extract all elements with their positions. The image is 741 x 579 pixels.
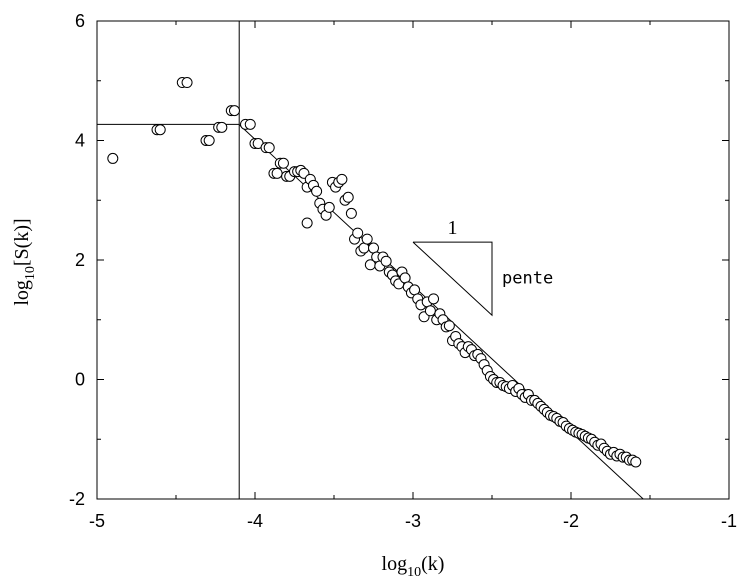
data-point	[342, 191, 354, 203]
data-point	[443, 320, 455, 332]
data-point	[630, 456, 642, 468]
data-point	[203, 135, 215, 146]
data-point	[301, 217, 313, 229]
data-point	[352, 227, 364, 239]
y-tick-label: 2	[75, 250, 85, 270]
slope-triangle: 1 pente	[412, 217, 553, 317]
data-point	[154, 124, 166, 136]
data-point	[277, 157, 289, 169]
data-point	[311, 185, 323, 197]
data-point	[345, 207, 357, 219]
x-tick-label: -5	[89, 511, 105, 531]
data-points	[107, 77, 642, 468]
data-point	[424, 305, 436, 317]
y-tick-label: -2	[69, 489, 85, 509]
y-axis-label: log10[S(k)]	[11, 218, 38, 305]
data-point	[361, 233, 373, 245]
y-tick-label: 4	[75, 131, 85, 151]
data-point	[336, 173, 348, 185]
axis-ticks	[96, 20, 730, 500]
slope-run-label: 1	[448, 217, 458, 239]
data-point	[263, 142, 275, 154]
data-point	[271, 167, 283, 179]
x-axis-label: log10(k)	[382, 553, 445, 579]
data-point	[380, 255, 392, 267]
x-tick-label: -4	[247, 511, 263, 531]
data-point	[216, 121, 228, 133]
y-tick-label: 0	[75, 370, 85, 390]
plot-area-frame	[96, 20, 730, 500]
data-point	[244, 118, 256, 130]
y-tick-label: 6	[75, 11, 85, 31]
x-tick-label: -1	[721, 511, 737, 531]
data-point	[181, 77, 193, 89]
slope-rise-label: pente	[502, 269, 553, 289]
x-tick-label: -3	[405, 511, 421, 531]
data-point	[428, 293, 440, 305]
data-point	[107, 152, 119, 164]
data-point	[228, 105, 240, 117]
slope-triangle-shape	[412, 241, 493, 317]
x-tick-label: -2	[563, 511, 579, 531]
data-point	[323, 201, 335, 213]
tick-labels: -5 -4 -3 -2 -1 -2 0 2 4 6	[69, 11, 737, 531]
